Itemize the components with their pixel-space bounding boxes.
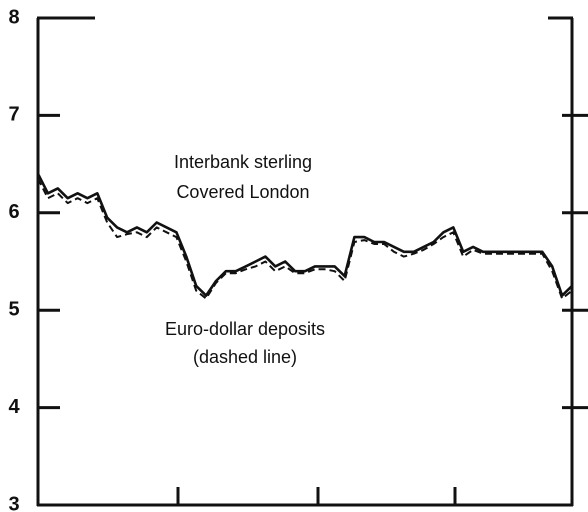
- data-line: [36, 173, 573, 297]
- annotation: Interbank sterling: [174, 152, 312, 172]
- y-tick-label: 6: [8, 201, 19, 223]
- y-tick-label: 8: [8, 6, 19, 28]
- annotation: Covered London: [176, 182, 309, 202]
- annotation: (dashed line): [193, 347, 297, 367]
- y-tick-label: 5: [8, 298, 19, 320]
- y-tick-label: 7: [8, 104, 19, 126]
- annotation: Euro-dollar deposits: [165, 319, 325, 339]
- y-tick-label: 4: [8, 396, 20, 418]
- axes: [36, 16, 574, 507]
- data-line: [37, 178, 573, 300]
- y-tick-label: 3: [8, 493, 19, 512]
